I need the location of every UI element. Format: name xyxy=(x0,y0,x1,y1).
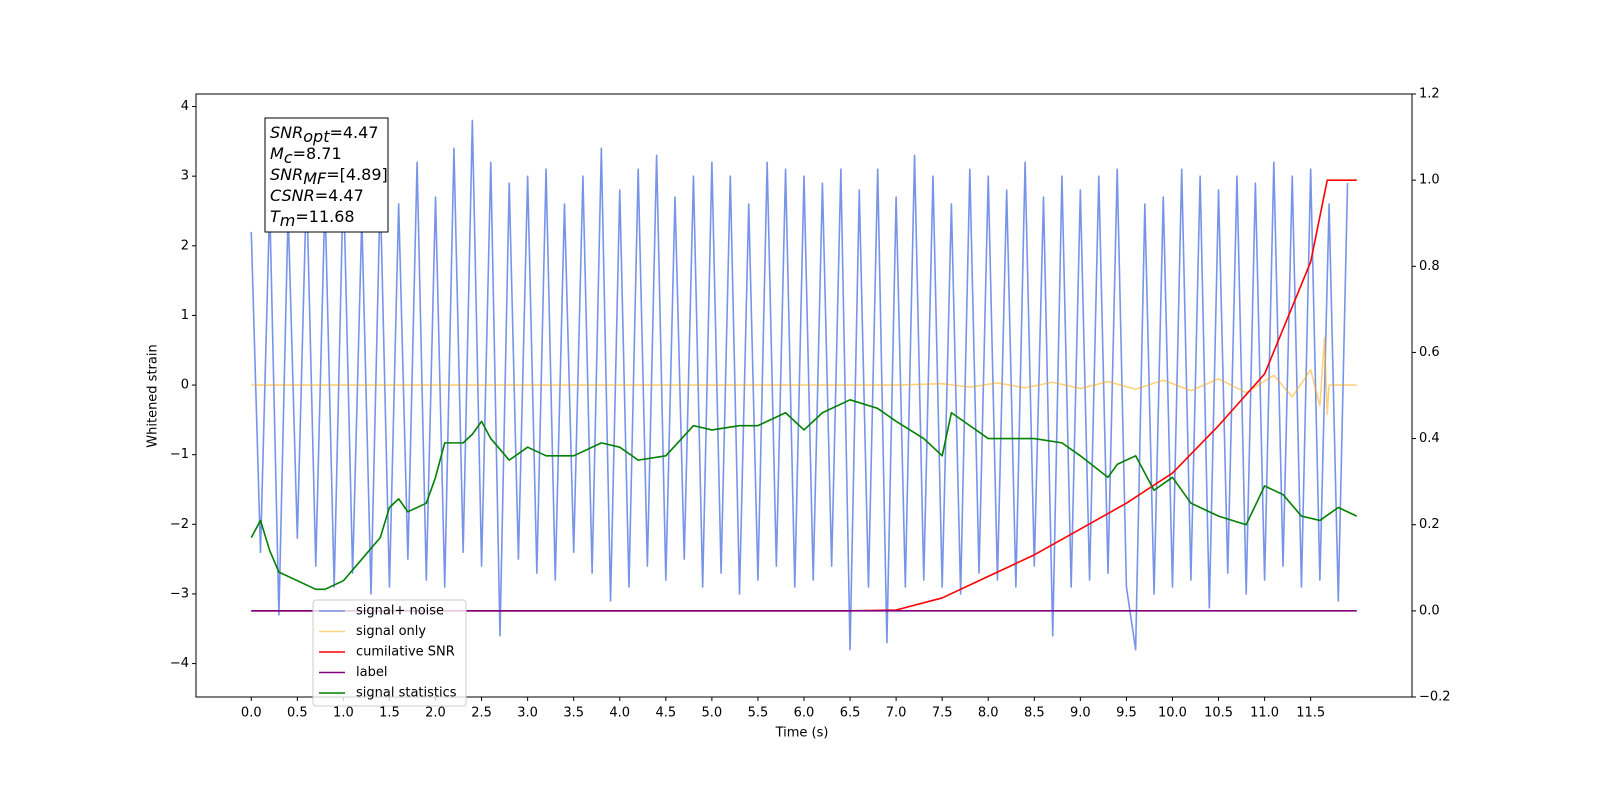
legend-label: signal+ noise xyxy=(356,604,444,619)
annotation-frame xyxy=(264,117,389,233)
series-line xyxy=(250,399,1358,591)
legend-label: cumilative SNR xyxy=(356,645,455,660)
annotation: SNRopt=4.47 xyxy=(270,123,379,146)
annotation: CSNR=4.47 xyxy=(270,186,364,205)
annotation-text: =11.68 xyxy=(295,207,354,226)
x-tick-label: 11.0 xyxy=(1250,706,1279,721)
x-tick-label: 1.0 xyxy=(333,706,354,721)
x-tick-label: 0.0 xyxy=(241,706,262,721)
annotation-text: =4.47 xyxy=(315,186,364,205)
annotation-symbol: SNR xyxy=(270,123,303,142)
y-tick-label: −2 xyxy=(170,517,189,532)
x-tick-label: 7.0 xyxy=(886,706,907,721)
annotation-symbol: T xyxy=(270,207,281,226)
y2-tick-label: 0.6 xyxy=(1419,345,1440,360)
x-tick-label: 2.5 xyxy=(471,706,492,721)
x-tick-label: 7.5 xyxy=(932,706,953,721)
annotation: Mc=8.71 xyxy=(270,144,342,167)
annotation: Tm=11.68 xyxy=(270,207,355,230)
y-tick-label: 3 xyxy=(181,169,189,184)
y2-tick-label: 0.4 xyxy=(1419,431,1440,446)
x-tick-label: 6.0 xyxy=(794,706,815,721)
x-tick-label: 4.0 xyxy=(609,706,630,721)
x-tick-label: 0.5 xyxy=(287,706,308,721)
x-tick-label: 9.0 xyxy=(1070,706,1091,721)
x-tick-label: 6.5 xyxy=(840,706,861,721)
legend-frame xyxy=(312,599,467,707)
annotation: SNRMF=[4.89] xyxy=(270,165,388,188)
y-axis-label: Whitened strain xyxy=(146,344,161,447)
x-tick-label: 10.0 xyxy=(1158,706,1187,721)
y2-tick-label: −0.2 xyxy=(1419,690,1451,705)
annotation-subscript: opt xyxy=(303,127,330,146)
y2-tick-label: 1.2 xyxy=(1419,87,1440,102)
annotation-text: =8.71 xyxy=(293,144,342,163)
legend-label: label xyxy=(356,665,387,680)
x-tick-label: 8.5 xyxy=(1024,706,1045,721)
series-line xyxy=(250,119,1349,651)
x-tick-label: 4.5 xyxy=(655,706,676,721)
legend-label: signal statistics xyxy=(356,686,457,701)
annotation-subscript: MF xyxy=(303,169,327,188)
x-tick-label: 8.0 xyxy=(978,706,999,721)
annotation-box: SNRopt=4.47Mc=8.71SNRMF=[4.89]CSNR=4.47T… xyxy=(264,117,389,233)
x-axis-label: Time (s) xyxy=(775,726,829,741)
y-tick-label: 2 xyxy=(181,238,189,253)
x-tick-label: 9.5 xyxy=(1116,706,1137,721)
x-tick-label: 11.5 xyxy=(1296,706,1325,721)
y2-tick-label: 0.2 xyxy=(1419,517,1440,532)
annotation-subscript: m xyxy=(280,211,296,230)
annotation-subscript: c xyxy=(284,148,293,167)
x-tick-label: 10.5 xyxy=(1204,706,1233,721)
y2-tick-label: 0.0 xyxy=(1419,603,1440,618)
x-tick-label: 2.0 xyxy=(425,706,446,721)
y2-tick-label: 0.8 xyxy=(1419,259,1440,274)
x-tick-label: 3.5 xyxy=(563,706,584,721)
legend-label: signal only xyxy=(356,624,426,639)
y2-tick-label: 1.0 xyxy=(1419,173,1440,188)
legend: signal+ noise signal only cumilative SNR la… xyxy=(312,599,467,707)
series-line xyxy=(251,179,1357,612)
annotation-text: =[4.89] xyxy=(326,165,388,184)
y-tick-label: −1 xyxy=(170,447,189,462)
y-tick-label: 0 xyxy=(181,378,189,393)
annotation-symbol: CSNR xyxy=(270,186,315,205)
annotation-symbol: SNR xyxy=(270,165,303,184)
y-tick-label: 1 xyxy=(181,308,189,323)
y-tick-label: −4 xyxy=(170,656,189,671)
x-tick-label: 5.5 xyxy=(748,706,769,721)
series-line xyxy=(251,336,1357,416)
annotation-text: =4.47 xyxy=(329,123,378,142)
y-tick-label: 4 xyxy=(181,99,189,114)
x-tick-label: 5.0 xyxy=(702,706,723,721)
annotation-symbol: M xyxy=(270,144,284,163)
x-tick-label: 3.0 xyxy=(517,706,538,721)
x-tick-label: 1.5 xyxy=(379,706,400,721)
axes-frame xyxy=(195,93,1413,698)
y-tick-label: −3 xyxy=(170,586,189,601)
